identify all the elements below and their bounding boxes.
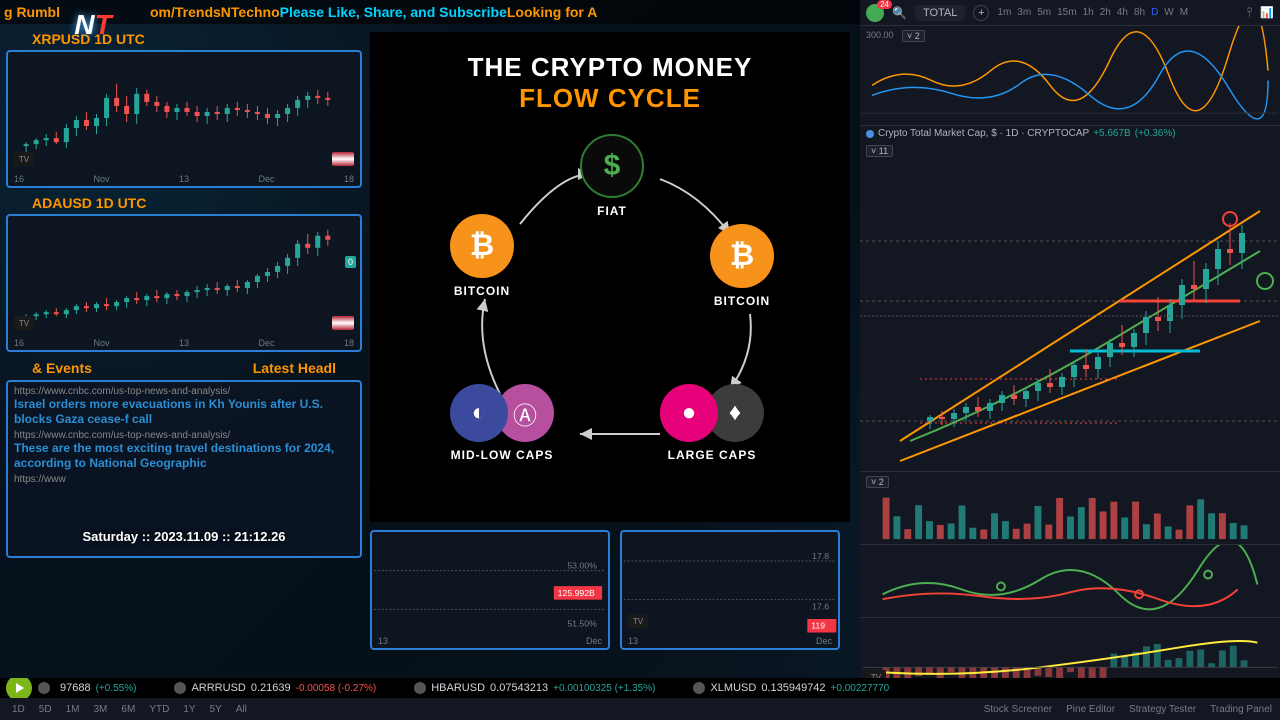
bitcoin-icon: ₿ [450, 214, 514, 278]
volume-indicator[interactable]: ˅ 2 [860, 471, 1280, 544]
expand-button[interactable]: ˅ 2 [902, 30, 925, 42]
oscillator-subpanel[interactable]: 300.00 ˅ 2 [860, 26, 1280, 126]
altcoin-icon: ◐ [450, 384, 508, 442]
timeframe-8h[interactable]: 8h [1134, 7, 1145, 18]
fib-label: 53.00% [567, 561, 597, 571]
bitcoin-right-node: ₿ BITCOIN [710, 224, 774, 308]
tradingview-badge-icon: TV [14, 152, 34, 166]
tradingview-panel: 🔍 TOTAL + 1m 3m 5m 15m 1h 2h 4h 8h DWM ⫯ 📊 300.0… [860, 0, 1280, 678]
timeframe-D[interactable]: D [1151, 7, 1158, 18]
fib-label: 51.50% [567, 619, 597, 629]
range-1M[interactable]: 1M [62, 703, 84, 716]
coin-icon [174, 682, 186, 694]
svg-text:17.6: 17.6 [812, 601, 829, 611]
svg-text:119: 119 [811, 621, 825, 631]
main-chart[interactable]: ˅ 11 [860, 141, 1280, 471]
bitcoin-icon: ₿ [710, 224, 774, 288]
chart-title: ADAUSD 1D UTC [6, 192, 362, 214]
us-flag-icon [332, 152, 354, 166]
us-flag-icon [332, 316, 354, 330]
search-icon: 🔍 [892, 6, 907, 20]
news-url: https://www.cnbc.com/us-top-news-and-ana… [14, 430, 354, 441]
ticker-item[interactable]: ARRRUSD 0.21639 -0.00058 (-0.27%) [174, 682, 376, 694]
timeframe-W[interactable]: W [1164, 7, 1173, 18]
expand-button[interactable]: ˅ 2 [866, 476, 889, 488]
news-headline[interactable]: These are the most exciting travel desti… [14, 441, 354, 471]
left-column: XRPUSD 1D UTC TV 16Nov13Dec18 ADAUSD 1D … [6, 28, 362, 558]
play-button[interactable] [6, 678, 32, 698]
timeframe-2h[interactable]: 2h [1100, 7, 1111, 18]
avatar-icon[interactable] [866, 4, 884, 22]
dollar-icon: $ [580, 134, 644, 198]
timeframe-1m[interactable]: 1m [997, 7, 1011, 18]
timeframe-5m[interactable]: 5m [1037, 7, 1051, 18]
range-1Y[interactable]: 1Y [179, 703, 199, 716]
price-badge: 0 [345, 256, 356, 268]
momentum-indicator[interactable] [860, 544, 1280, 617]
banner-text: Looking for A [507, 4, 597, 20]
x-axis: 16Nov13Dec18 [8, 338, 360, 348]
range-5D[interactable]: 5D [35, 703, 56, 716]
channel-logo: NT [48, 0, 138, 50]
price-label: 125.992B [558, 588, 595, 598]
timestamp: Saturday :: 2023.11.09 :: 21:12.26 [6, 529, 362, 544]
range-6M[interactable]: 6M [117, 703, 139, 716]
timeframe-M[interactable]: M [1180, 7, 1188, 18]
panel-tab[interactable]: Pine Editor [1066, 704, 1115, 715]
bottom-toolbar: 1D 5D 1M 3M 6M YTD 1Y 5Y All Stock Screener Pine … [0, 698, 1280, 720]
panel-tab[interactable]: Stock Screener [984, 704, 1052, 715]
ticker-item[interactable]: 97688 (+0.55%) [38, 682, 136, 694]
tradingview-badge-icon: TV [14, 316, 34, 330]
infographic-subtitle: FLOW CYCLE [390, 83, 830, 114]
peek-chart-2[interactable]: 17.8 17.6 119 TV 13Dec [620, 530, 840, 650]
news-panel[interactable]: https://www.cnbc.com/us-top-news-and-ana… [6, 380, 362, 558]
peek-chart-1[interactable]: 53.00% 51.50% 125.992B 13Dec [370, 530, 610, 650]
timeframe-3m[interactable]: 3m [1017, 7, 1031, 18]
news-header: & Events Latest Headl [6, 356, 362, 380]
expand-button[interactable]: ˅ 11 [866, 145, 893, 157]
infographic-overlay: THE CRYPTO MONEY FLOW CYCLE $ FIAT ₿ BIT… [370, 32, 850, 522]
timeframe-1h[interactable]: 1h [1083, 7, 1094, 18]
ticker-item[interactable]: HBARUSD 0.07543213 +0.00100325 (+1.35%) [414, 682, 655, 694]
ticker-item[interactable]: XLMUSD 0.135949742 +0.00227770 [693, 682, 889, 694]
banner-text: om/TrendsNTechno [150, 4, 280, 20]
indicators-area: ˅ 2 TV [860, 471, 1280, 691]
range-YTD[interactable]: YTD [145, 703, 173, 716]
symbol-info-bar[interactable]: Crypto Total Market Cap, $ · 1D · CRYPTO… [860, 126, 1280, 141]
symbol-dot-icon [866, 130, 874, 138]
x-axis: 16Nov13Dec18 [8, 174, 360, 184]
banner-text: Please Like, Share, and Subscribe [280, 4, 507, 20]
coin-icon [414, 682, 426, 694]
timeframe-4h[interactable]: 4h [1117, 7, 1128, 18]
chart-style-icon[interactable]: 📊 [1260, 6, 1274, 19]
xrp-chart[interactable]: TV 16Nov13Dec18 [6, 50, 362, 188]
mid-caps-node: ◐ Ⓐ MID-LOW CAPS [450, 384, 554, 462]
range-All[interactable]: All [232, 703, 251, 716]
infographic-title: THE CRYPTO MONEY [390, 52, 830, 83]
ada-chart[interactable]: 0 TV 16Nov13Dec18 [6, 214, 362, 352]
indicators-icon[interactable]: ⫯ [1246, 4, 1252, 21]
timeframe-15m[interactable]: 15m [1057, 7, 1076, 18]
tv-toolbar: 🔍 TOTAL + 1m 3m 5m 15m 1h 2h 4h 8h DWM ⫯ 📊 [860, 0, 1280, 26]
ticker-bar: 97688 (+0.55%) ARRRUSD 0.21639 -0.00058 … [0, 678, 1280, 698]
svg-text:17.8: 17.8 [812, 551, 829, 561]
bitcoin-left-node: ₿ BITCOIN [450, 214, 514, 298]
news-url: https://www.cnbc.com/us-top-news-and-ana… [14, 386, 354, 397]
coin-icon [693, 682, 705, 694]
large-caps-node: ● ♦ LARGE CAPS [660, 384, 764, 462]
polkadot-icon: ● [660, 384, 718, 442]
panel-tab[interactable]: Trading Panel [1210, 704, 1272, 715]
range-1D[interactable]: 1D [8, 703, 29, 716]
news-headline[interactable]: Israel orders more evacuations in Kh You… [14, 397, 354, 427]
coin-icon [38, 682, 50, 694]
range-5Y[interactable]: 5Y [206, 703, 226, 716]
tradingview-badge-icon: TV [628, 614, 648, 628]
fiat-node: $ FIAT [580, 134, 644, 218]
panel-tab[interactable]: Strategy Tester [1129, 704, 1196, 715]
add-button[interactable]: + [973, 5, 989, 21]
range-3M[interactable]: 3M [90, 703, 112, 716]
symbol-search[interactable]: TOTAL [915, 5, 965, 21]
